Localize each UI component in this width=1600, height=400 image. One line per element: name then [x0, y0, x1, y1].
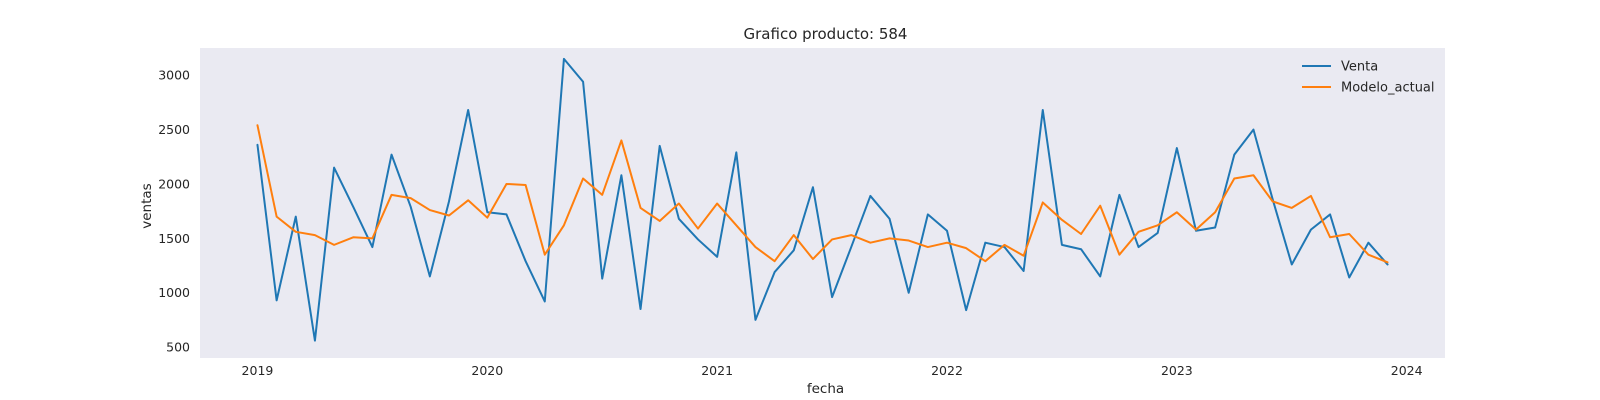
y-tick-label: 1000: [158, 285, 190, 300]
y-tick-label: 500: [166, 340, 190, 355]
y-tick-label: 2500: [158, 122, 190, 137]
x-tick-label: 2020: [471, 363, 503, 378]
y-axis: 500 1000 1500 2000 2500 3000: [158, 68, 190, 355]
y-tick-label: 1500: [158, 231, 190, 246]
x-tick-label: 2022: [931, 363, 963, 378]
legend-label: Modelo_actual: [1341, 81, 1435, 96]
x-tick-label: 2023: [1161, 363, 1193, 378]
plot-area: [200, 48, 1445, 358]
series-line-modelo-actual: [256, 124, 1389, 264]
x-axis: 2019 2020 2021 2022 2023 2024: [242, 363, 1423, 378]
x-axis-label: fecha: [807, 381, 844, 397]
y-tick-label: 2000: [158, 176, 190, 191]
legend: Venta Modelo_actual: [1302, 60, 1435, 96]
y-axis-label: ventas: [139, 183, 155, 228]
chart-title: Grafico producto: 584: [744, 25, 908, 43]
y-tick-label: 3000: [158, 68, 190, 83]
x-tick-label: 2021: [701, 363, 733, 378]
legend-label: Venta: [1341, 60, 1378, 75]
series-layer: [256, 57, 1389, 342]
x-tick-label: 2024: [1391, 363, 1423, 378]
x-tick-label: 2019: [242, 363, 274, 378]
